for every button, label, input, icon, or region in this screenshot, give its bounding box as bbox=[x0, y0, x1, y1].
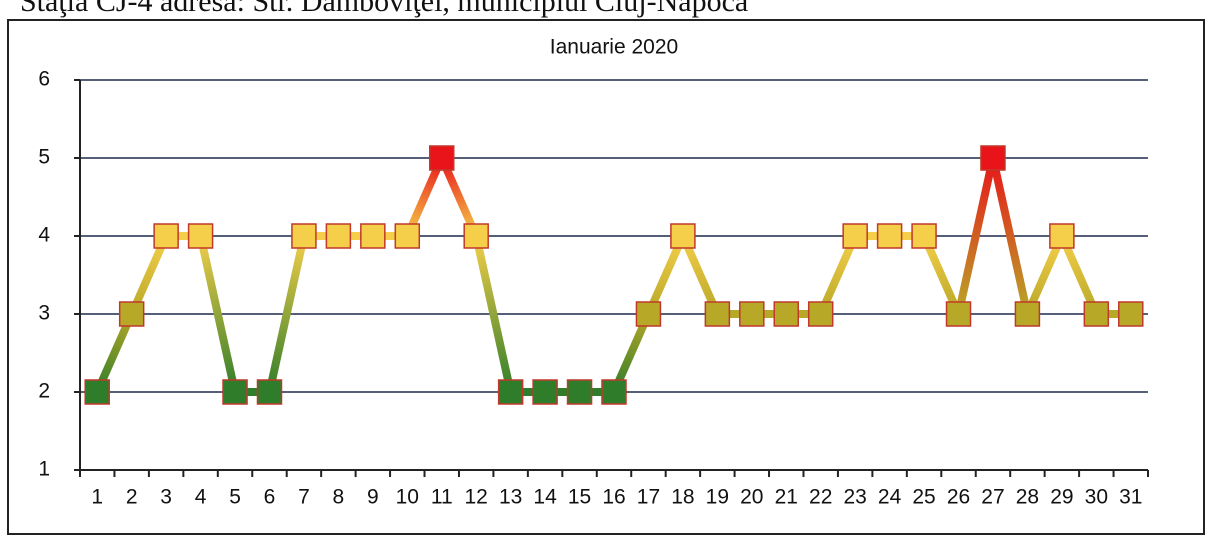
x-tick-label: 23 bbox=[843, 486, 866, 509]
marker bbox=[945, 301, 972, 327]
y-tick-label: 4 bbox=[38, 224, 50, 247]
y-tick-label: 2 bbox=[38, 380, 50, 403]
marker bbox=[704, 301, 731, 327]
line-segment bbox=[196, 235, 239, 393]
x-tick-label: 31 bbox=[1119, 486, 1142, 509]
marker bbox=[635, 301, 662, 327]
x-tick-label: 27 bbox=[981, 486, 1004, 509]
marker bbox=[980, 145, 1006, 171]
x-tick-label: 28 bbox=[1016, 486, 1039, 509]
marker bbox=[1118, 301, 1144, 327]
x-tick-label: 30 bbox=[1085, 486, 1108, 509]
marker bbox=[428, 145, 455, 171]
x-tick-label: 26 bbox=[947, 486, 970, 509]
marker bbox=[876, 223, 903, 249]
x-tick-label: 5 bbox=[229, 486, 241, 509]
x-tick-label: 6 bbox=[264, 486, 276, 509]
line-segment bbox=[128, 234, 170, 316]
chart-title: Ianuarie 2020 bbox=[550, 36, 678, 59]
line-segment bbox=[93, 312, 136, 394]
marker bbox=[153, 223, 179, 249]
x-tick-label: 19 bbox=[706, 486, 729, 509]
x-tick-label: 24 bbox=[878, 486, 902, 509]
line-segment bbox=[817, 234, 859, 316]
x-tick-label: 3 bbox=[160, 486, 172, 509]
x-tick-label: 20 bbox=[740, 486, 763, 509]
marker bbox=[84, 379, 110, 405]
marker bbox=[463, 223, 489, 249]
x-tick-label: 18 bbox=[671, 486, 694, 509]
marker bbox=[566, 379, 593, 405]
line-segment bbox=[1058, 234, 1100, 316]
marker bbox=[497, 379, 524, 405]
marker bbox=[601, 379, 627, 405]
x-tick-label: 29 bbox=[1050, 486, 1073, 509]
marker bbox=[1083, 301, 1110, 327]
x-tick-label: 2 bbox=[126, 486, 138, 509]
y-tick-label: 6 bbox=[38, 68, 50, 91]
line-segment bbox=[472, 235, 515, 393]
y-tick-label: 5 bbox=[38, 146, 50, 169]
x-tick-label: 12 bbox=[465, 486, 488, 509]
x-tick-label: 10 bbox=[396, 486, 419, 509]
chart-frame bbox=[7, 19, 1205, 535]
x-tick-label: 8 bbox=[333, 486, 345, 509]
marker bbox=[394, 223, 421, 249]
marker bbox=[911, 223, 937, 249]
header: Staţia CJ-4 adresa: Str. Dâmboviţei, mun… bbox=[20, 0, 748, 18]
marker bbox=[1014, 301, 1041, 327]
x-tick-label: 7 bbox=[298, 486, 310, 509]
line-segment bbox=[989, 157, 1032, 315]
marker bbox=[256, 379, 283, 405]
marker bbox=[222, 379, 248, 405]
marker bbox=[291, 223, 317, 249]
x-tick-label: 25 bbox=[912, 486, 935, 509]
x-tick-label: 16 bbox=[602, 486, 625, 509]
y-tick-label: 3 bbox=[38, 302, 50, 325]
marker bbox=[360, 223, 386, 249]
x-tick-label: 14 bbox=[533, 486, 557, 509]
line-segment bbox=[265, 235, 308, 393]
x-tick-label: 13 bbox=[499, 486, 522, 509]
marker bbox=[773, 301, 800, 327]
line-segment bbox=[610, 312, 653, 394]
marker bbox=[532, 379, 558, 405]
x-tick-label: 11 bbox=[431, 486, 453, 509]
x-tick-label: 9 bbox=[367, 486, 379, 509]
line-segment bbox=[954, 157, 997, 315]
line-segment bbox=[679, 234, 722, 316]
marker bbox=[187, 223, 214, 249]
x-tick-label: 17 bbox=[637, 486, 660, 509]
x-tick-label: 21 bbox=[775, 486, 798, 509]
x-tick-label: 15 bbox=[568, 486, 591, 509]
line-segment bbox=[644, 234, 687, 316]
line-segment bbox=[438, 156, 480, 238]
marker bbox=[325, 223, 352, 249]
x-tick-label: 1 bbox=[91, 486, 103, 509]
line-segment bbox=[920, 234, 963, 316]
x-tick-label: 4 bbox=[195, 486, 207, 509]
line-segment bbox=[1023, 234, 1066, 316]
x-tick-label: 22 bbox=[809, 486, 832, 509]
marker bbox=[1049, 223, 1075, 249]
y-tick-label: 1 bbox=[38, 458, 50, 481]
line-segment bbox=[403, 156, 446, 238]
marker bbox=[739, 301, 765, 327]
marker bbox=[670, 223, 696, 249]
marker bbox=[842, 223, 868, 249]
marker bbox=[807, 301, 834, 327]
marker bbox=[118, 301, 145, 327]
